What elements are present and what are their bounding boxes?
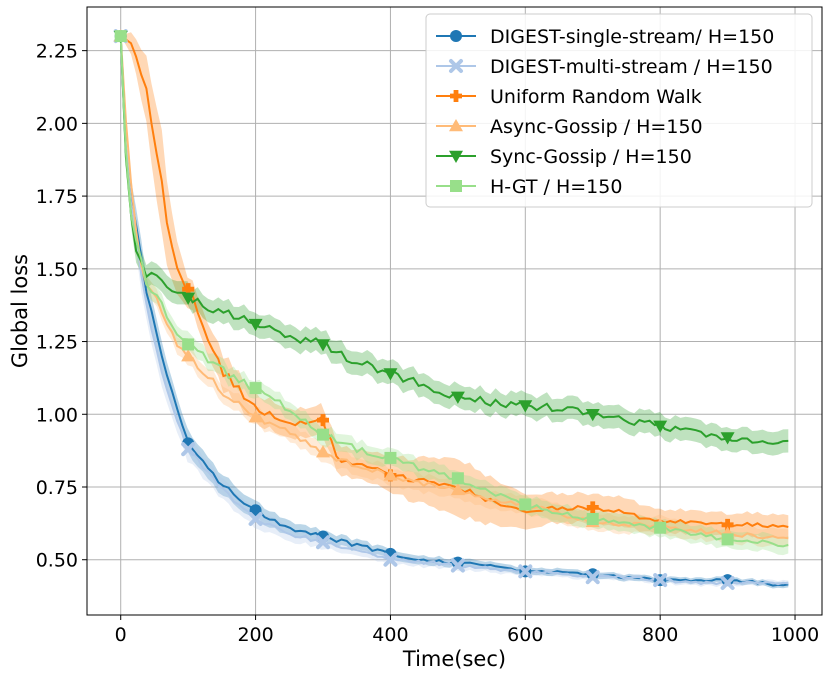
x-marker-stroke <box>383 552 398 567</box>
legend-label: DIGEST-multi-stream / H=150 <box>490 56 773 78</box>
legend-entry: Uniform Random Walk <box>436 86 702 108</box>
legend-entry: DIGEST-multi-stream / H=150 <box>436 56 773 78</box>
plot-frame <box>86 6 823 616</box>
marker-sync-gossip-h-150 <box>450 391 465 404</box>
legend-entry: Sync-Gossip / H=150 <box>436 146 692 168</box>
x-marker-stroke <box>450 558 465 573</box>
x-marker-stroke <box>248 512 263 526</box>
legend-entry: DIGEST-single-stream/ H=150 <box>436 26 774 48</box>
band-uniform-random-walk <box>120 32 789 539</box>
y-tick-label: 1.25 <box>36 332 78 354</box>
x-tick-label: 800 <box>642 624 678 646</box>
legend-marker <box>450 180 462 192</box>
legend-marker <box>449 59 463 73</box>
marker-h-gt-h-150 <box>249 382 262 395</box>
marker-h-gt-h-150 <box>654 521 667 534</box>
legend: DIGEST-single-stream/ H=150 DIGEST-multi-… <box>425 13 813 208</box>
x-marker-stroke <box>518 564 533 579</box>
legend-label: Uniform Random Walk <box>490 86 702 108</box>
marker-digest-multi-stream-h-150 <box>450 558 465 573</box>
marker-async-gossip-h-150 <box>248 410 263 423</box>
marker-h-gt-h-150 <box>317 428 330 441</box>
marker-sync-gossip-h-150 <box>518 400 533 413</box>
line-uniform-random-walk <box>120 35 789 529</box>
x-tick-label: 1000 <box>771 624 819 646</box>
x-marker-stroke <box>449 59 463 73</box>
legend-label: Async-Gossip / H=150 <box>490 116 703 138</box>
legend-label: H-GT / H=150 <box>490 176 622 198</box>
x-marker-stroke <box>181 442 196 457</box>
marker-digest-multi-stream-h-150 <box>181 442 196 457</box>
y-axis-label: Global loss <box>8 254 32 368</box>
marker-sync-gossip-h-150 <box>720 432 735 445</box>
marker-async-gossip-h-150 <box>316 445 331 458</box>
marker-h-gt-h-150 <box>519 498 532 511</box>
legend-label: DIGEST-single-stream/ H=150 <box>490 26 774 48</box>
legend-marker <box>450 90 462 102</box>
marker-uniform-random-walk <box>182 283 195 296</box>
marker-sync-gossip-h-150 <box>181 292 196 305</box>
marker-uniform-random-walk <box>586 501 599 514</box>
legend-entry: Async-Gossip / H=150 <box>436 116 703 138</box>
marker-digest-multi-stream-h-150 <box>720 576 735 590</box>
marker-async-gossip-h-150 <box>383 468 398 481</box>
marker-digest-multi-stream-h-150 <box>248 512 263 526</box>
legend-marker <box>449 150 463 163</box>
legend-label: Sync-Gossip / H=150 <box>490 146 692 168</box>
legend-marker <box>449 119 463 132</box>
marker-digest-multi-stream-h-150 <box>518 564 533 579</box>
y-tick-label: 2.00 <box>36 113 78 135</box>
y-tick-label: 1.75 <box>36 186 78 208</box>
axis-ticks: 0 200 400 600 800 1000 0.50 0.75 1.00 1.25 1.50 1.7… <box>36 41 820 646</box>
x-tick-label: 400 <box>372 624 408 646</box>
legend-marker <box>450 30 462 42</box>
marker-sync-gossip-h-150 <box>585 409 600 422</box>
marker-h-gt-h-150 <box>451 472 464 485</box>
marker-digest-multi-stream-h-150 <box>383 552 398 567</box>
marker-h-gt-h-150 <box>182 338 195 351</box>
y-tick-label: 0.75 <box>36 477 78 499</box>
x-tick-label: 0 <box>115 624 127 646</box>
legend-entry: H-GT / H=150 <box>436 176 622 198</box>
x-marker-stroke <box>720 576 735 590</box>
marker-digest-multi-stream-h-150 <box>316 535 331 550</box>
marker-sync-gossip-h-150 <box>653 420 668 433</box>
y-tick-label: 2.25 <box>36 41 78 63</box>
marker-h-gt-h-150 <box>721 533 734 546</box>
marker-async-gossip-h-150 <box>181 349 196 362</box>
x-marker-stroke <box>653 573 668 588</box>
legend-box <box>425 13 813 208</box>
marker-h-gt-h-150 <box>114 30 127 43</box>
marker-digest-multi-stream-h-150 <box>653 573 668 588</box>
x-marker-stroke <box>316 535 331 550</box>
x-axis-label: Time(sec) <box>402 647 506 671</box>
x-marker-stroke <box>585 570 600 585</box>
confidence-bands <box>120 32 789 589</box>
marker-digest-multi-stream-h-150 <box>585 570 600 585</box>
x-tick-label: 600 <box>507 624 543 646</box>
series-markers <box>113 29 735 590</box>
marker-sync-gossip-h-150 <box>316 339 331 352</box>
marker-digest-single-stream-h-150 <box>451 556 464 569</box>
marker-async-gossip-h-150 <box>450 482 465 496</box>
marker-uniform-random-walk <box>317 414 330 427</box>
x-tick-label: 200 <box>237 624 273 646</box>
marker-uniform-random-walk <box>721 518 734 531</box>
marker-digest-single-stream-h-150 <box>721 574 734 587</box>
y-tick-label: 0.50 <box>36 550 78 572</box>
y-tick-label: 1.00 <box>36 404 78 426</box>
marker-h-gt-h-150 <box>384 451 397 464</box>
marker-sync-gossip-h-150 <box>248 318 263 332</box>
marker-h-gt-h-150 <box>586 513 599 525</box>
y-tick-label: 1.50 <box>36 259 78 281</box>
marker-sync-gossip-h-150 <box>383 368 398 381</box>
marker-digest-single-stream-h-150 <box>586 568 599 581</box>
